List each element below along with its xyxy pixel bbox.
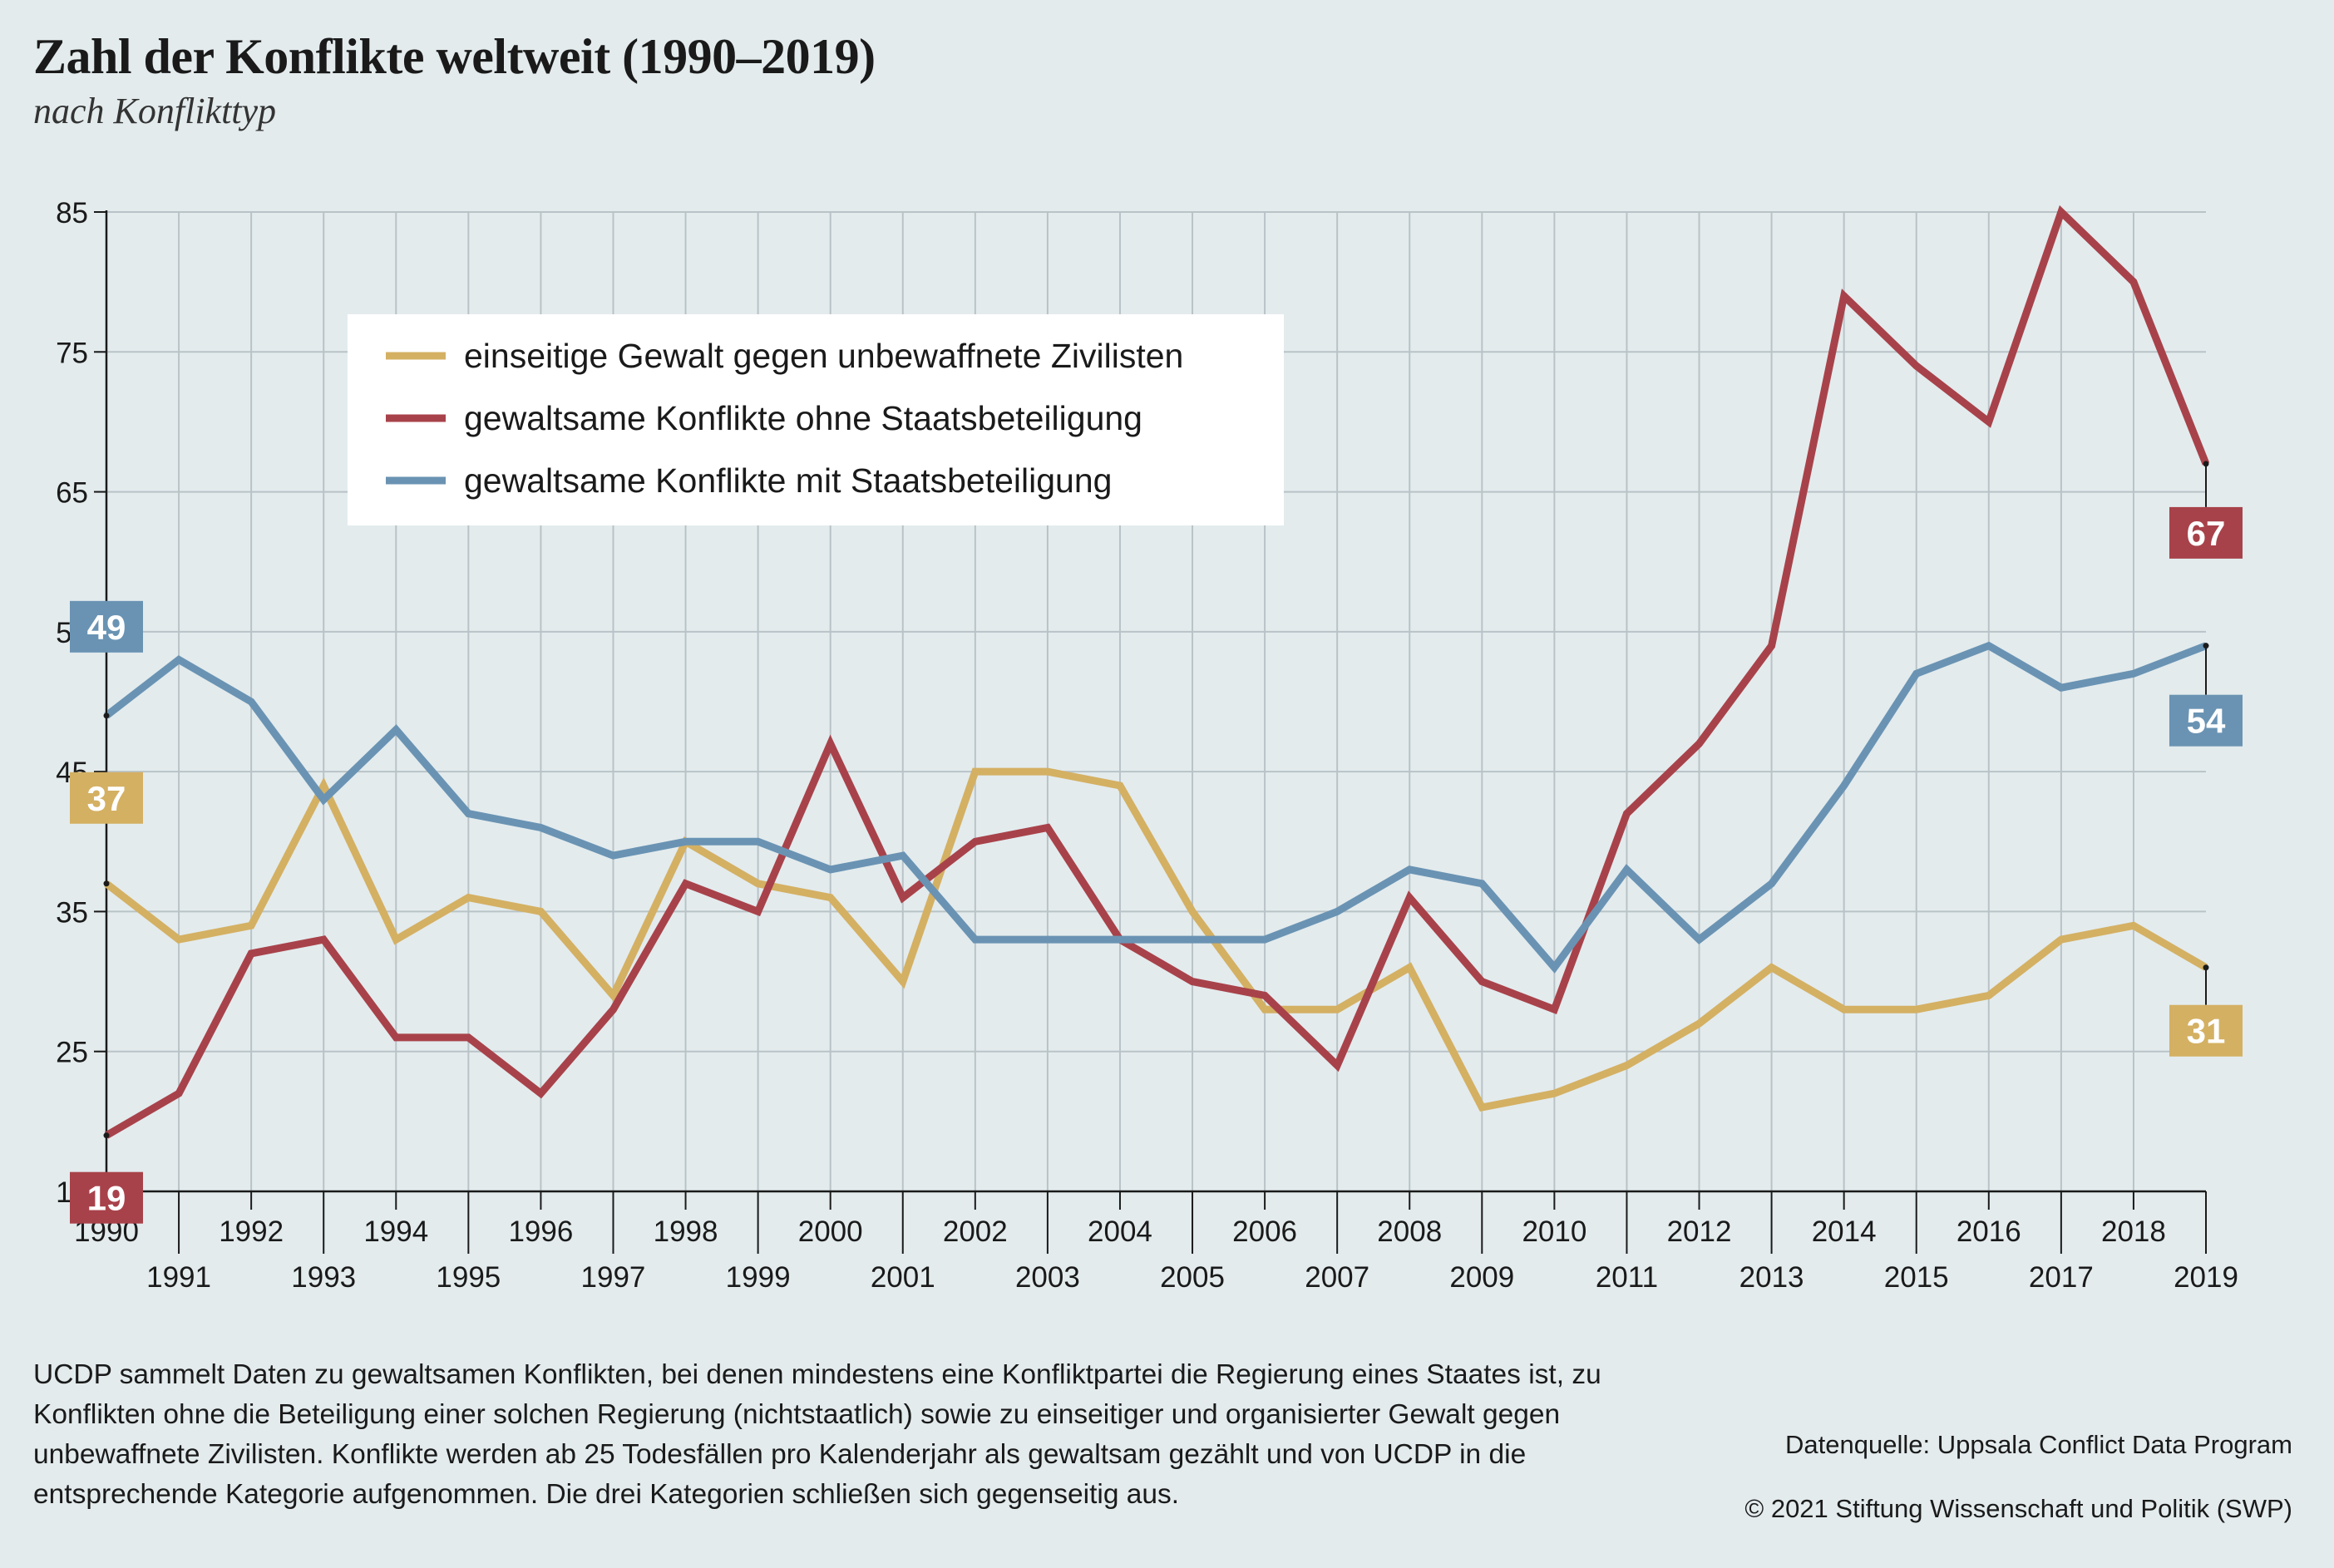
end-point	[2203, 964, 2209, 971]
y-tick-label: 35	[56, 896, 88, 929]
x-tick-label: 1992	[219, 1215, 284, 1248]
x-tick-label: 2012	[1667, 1215, 1732, 1248]
x-tick-label: 2019	[2174, 1261, 2238, 1294]
x-tick-label: 2003	[1015, 1261, 1080, 1294]
x-tick-label: 2015	[1884, 1261, 1949, 1294]
start-value-label: 49	[87, 608, 126, 647]
footnote: UCDP sammelt Daten zu gewaltsamen Konfli…	[33, 1359, 1601, 1510]
legend-label: gewaltsame Konflikte ohne Staatsbeteilig…	[464, 399, 1142, 437]
x-tick-label: 2008	[1377, 1215, 1442, 1248]
x-tick-label: 2000	[798, 1215, 863, 1248]
x-tick-label: 2010	[1522, 1215, 1586, 1248]
data-source: Datenquelle: Uppsala Conflict Data Progr…	[1785, 1430, 2292, 1459]
legend-label: einseitige Gewalt gegen unbewaffnete Ziv…	[464, 337, 1183, 375]
end-value-label: 54	[2187, 702, 2226, 741]
x-tick-label: 2018	[2101, 1215, 2166, 1248]
series-line-2	[104, 641, 2208, 974]
start-point	[103, 1132, 110, 1139]
x-tick-label: 2004	[1088, 1215, 1152, 1248]
x-tick-label: 2002	[943, 1215, 1008, 1248]
end-point	[2203, 461, 2209, 467]
start-value-label-box	[70, 772, 143, 824]
x-tick-label: 2007	[1305, 1261, 1369, 1294]
series-line-1	[104, 205, 2210, 1139]
end-value-label-box	[2169, 506, 2243, 559]
series-lines	[104, 205, 2210, 1139]
end-value-label-box	[2169, 1004, 2243, 1057]
x-tick-label: 2014	[1812, 1215, 1877, 1248]
start-value-label: 37	[87, 779, 126, 818]
x-tick-label: 1996	[508, 1215, 573, 1248]
x-tick-label: 2005	[1160, 1261, 1225, 1294]
copyright: © 2021 Stiftung Wissenschaft und Politik…	[1744, 1494, 2292, 1523]
end-value-label-box	[2169, 694, 2243, 747]
start-point	[103, 880, 110, 887]
x-tick-label: 2001	[871, 1261, 935, 1294]
end-point	[2203, 643, 2209, 649]
x-tick-label: 2013	[1739, 1261, 1804, 1294]
x-tick-label: 2011	[1596, 1261, 1658, 1294]
end-value-label: 67	[2187, 514, 2226, 553]
legend: einseitige Gewalt gegen unbewaffnete Ziv…	[348, 314, 1284, 525]
start-value-label-box	[70, 600, 143, 653]
x-tick-label: 1995	[436, 1261, 501, 1294]
legend-label: gewaltsame Konflikte mit Staatsbeteiligu…	[464, 461, 1112, 500]
axes: 1525354555657585199019911992199319941995…	[56, 197, 2238, 1294]
y-tick-label: 75	[56, 337, 88, 369]
start-value-label-box	[70, 1171, 143, 1224]
value-labels: 37 31 19 67 49 54	[70, 461, 2243, 1224]
x-tick-label: 2009	[1449, 1261, 1514, 1294]
x-tick-label: 2017	[2029, 1261, 2094, 1294]
chart-subtitle: nach Konflikttyp	[33, 91, 277, 131]
x-tick-label: 1997	[581, 1261, 646, 1294]
x-tick-label: 1999	[726, 1261, 791, 1294]
chart-title: Zahl der Konflikte weltweit (1990–2019)	[33, 29, 876, 84]
y-tick-label: 65	[56, 477, 88, 510]
legend-box	[348, 314, 1284, 525]
start-point	[103, 713, 110, 719]
x-tick-label: 2006	[1232, 1215, 1297, 1248]
x-tick-label: 1993	[291, 1261, 356, 1294]
end-value-label: 31	[2187, 1012, 2226, 1051]
x-tick-label: 2016	[1957, 1215, 2021, 1248]
y-tick-label: 25	[56, 1037, 88, 1069]
series-line-0	[104, 767, 2208, 1112]
y-tick-label: 85	[56, 197, 88, 229]
x-tick-label: 1998	[654, 1215, 718, 1248]
start-value-label: 19	[87, 1179, 126, 1218]
x-tick-label: 1991	[146, 1261, 211, 1294]
x-tick-label: 1994	[363, 1215, 428, 1248]
